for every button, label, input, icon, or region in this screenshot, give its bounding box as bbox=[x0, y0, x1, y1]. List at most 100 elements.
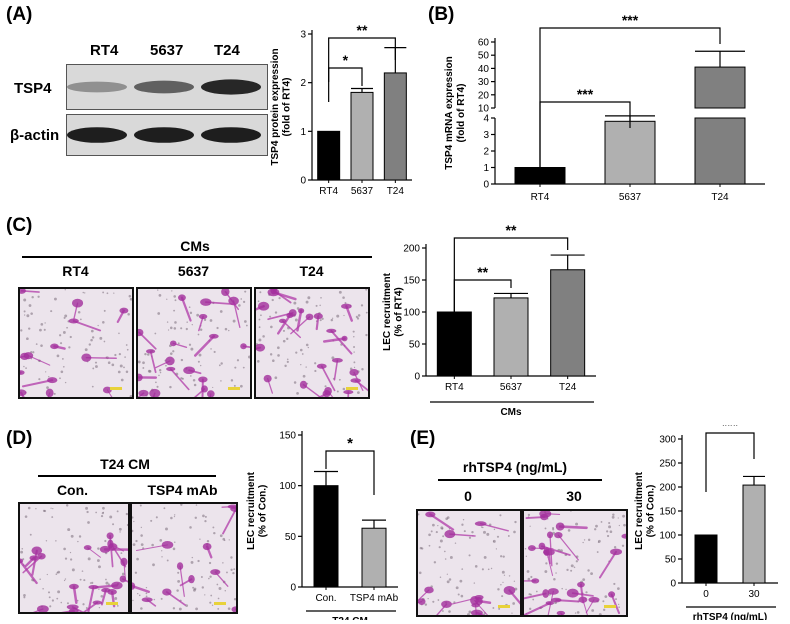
pore-dot bbox=[357, 314, 361, 317]
pore-dot bbox=[165, 364, 167, 367]
pore-dot bbox=[20, 329, 23, 332]
stained-cell bbox=[111, 581, 123, 590]
pore-dot bbox=[233, 598, 236, 601]
cell-process bbox=[149, 350, 157, 374]
stained-cell bbox=[299, 380, 308, 389]
pore-dot bbox=[513, 530, 516, 534]
pore-dot bbox=[468, 554, 471, 557]
pore-dot bbox=[258, 318, 261, 321]
pore-dot bbox=[116, 510, 119, 513]
pore-dot bbox=[126, 523, 128, 527]
pore-dot bbox=[43, 328, 46, 331]
pore-dot bbox=[23, 365, 25, 368]
pore-dot bbox=[87, 521, 90, 524]
pore-dot bbox=[172, 547, 176, 551]
pore-dot bbox=[82, 603, 85, 606]
pore-dot bbox=[32, 351, 35, 354]
pore-dot bbox=[457, 593, 460, 596]
e-x-tick-label-0: 0 bbox=[703, 589, 709, 600]
pore-dot bbox=[51, 599, 55, 602]
pore-dot bbox=[188, 306, 191, 309]
pore-dot bbox=[224, 590, 226, 592]
pore-dot bbox=[21, 547, 24, 550]
pore-dot bbox=[124, 356, 126, 358]
pore-dot bbox=[173, 327, 177, 330]
stained-cell bbox=[551, 597, 562, 603]
pore-dot bbox=[200, 364, 202, 367]
pore-dot bbox=[25, 367, 27, 370]
pore-dot bbox=[621, 544, 625, 547]
d-y-tick-label: 0 bbox=[290, 583, 296, 594]
pore-dot bbox=[544, 570, 548, 574]
cell-process bbox=[451, 596, 480, 605]
pore-dot bbox=[294, 318, 298, 322]
chart-d-lec-recruitment: 0 50 100 150 Con. TSP4 mAb * LEC recruitment (% … bbox=[246, 431, 399, 621]
pore-dot bbox=[23, 310, 26, 313]
pore-dot bbox=[320, 296, 322, 299]
c-y-tick-label: 0 bbox=[414, 372, 420, 383]
pore-dot bbox=[545, 562, 548, 565]
chart-c-lec-recruitment: 0 50 100 150 200 RT4 5637 T24 ** ** LEC recruitmen… bbox=[382, 222, 596, 417]
pore-dot bbox=[446, 573, 448, 575]
pore-dot bbox=[161, 550, 163, 552]
beta-actin-blot-strip bbox=[66, 114, 268, 156]
blot-row-beta-actin: β-actin bbox=[10, 127, 60, 144]
pore-dot bbox=[609, 530, 613, 534]
pore-dot bbox=[118, 352, 122, 356]
pore-dot bbox=[157, 312, 161, 315]
cell-process bbox=[232, 300, 241, 329]
pore-dot bbox=[103, 309, 106, 312]
pore-dot bbox=[107, 361, 111, 365]
pore-dot bbox=[142, 361, 145, 365]
stained-cell bbox=[200, 298, 212, 306]
panel-label-a: (A) bbox=[6, 4, 33, 25]
pore-dot bbox=[123, 366, 125, 369]
pore-dot bbox=[27, 506, 31, 510]
pore-dot bbox=[161, 556, 163, 558]
pore-dot bbox=[262, 335, 265, 338]
pore-dot bbox=[439, 539, 443, 543]
pore-dot bbox=[583, 539, 586, 541]
c-x-tick-label-0: RT4 bbox=[445, 382, 464, 393]
pore-dot bbox=[47, 591, 51, 594]
pore-dot bbox=[257, 360, 260, 363]
pore-dot bbox=[224, 327, 228, 331]
stained-cell bbox=[577, 581, 585, 588]
pore-dot bbox=[244, 290, 247, 293]
pore-dot bbox=[190, 560, 194, 564]
d-cond-tsp4-mab: TSP4 mAb bbox=[147, 482, 218, 498]
pore-dot bbox=[617, 517, 619, 519]
pore-dot bbox=[88, 343, 91, 346]
pore-dot bbox=[63, 547, 66, 551]
pore-dot bbox=[269, 315, 272, 318]
scale-bar bbox=[106, 602, 118, 605]
pore-dot bbox=[355, 315, 358, 318]
pore-dot bbox=[336, 314, 340, 318]
pore-dot bbox=[213, 350, 216, 354]
a-significance-label-1: ** bbox=[357, 22, 368, 38]
pore-dot bbox=[433, 561, 437, 564]
pore-dot bbox=[595, 524, 598, 528]
pore-dot bbox=[526, 570, 530, 573]
pore-dot bbox=[219, 534, 223, 538]
pore-dot bbox=[78, 535, 82, 538]
e-y-tick-label: 150 bbox=[659, 507, 676, 518]
pore-dot bbox=[258, 338, 262, 342]
pore-dot bbox=[499, 514, 502, 517]
e-group-title: rhTSP4 (ng/mL) bbox=[462, 459, 568, 475]
pore-dot bbox=[194, 516, 197, 519]
e-y-tick-label: 50 bbox=[665, 555, 677, 566]
blot-lane-rt4: RT4 bbox=[90, 42, 119, 59]
pore-dot bbox=[125, 344, 128, 346]
stained-cell bbox=[341, 335, 348, 342]
pore-dot bbox=[133, 520, 135, 523]
cell-process bbox=[169, 368, 190, 391]
pore-dot bbox=[228, 539, 230, 541]
stained-cell bbox=[37, 552, 46, 560]
pore-dot bbox=[152, 563, 155, 567]
b-bar-2-upper bbox=[694, 66, 746, 109]
pore-dot bbox=[455, 586, 459, 590]
c-significance-label-1: ** bbox=[506, 222, 517, 238]
a-bar-2 bbox=[383, 72, 407, 181]
